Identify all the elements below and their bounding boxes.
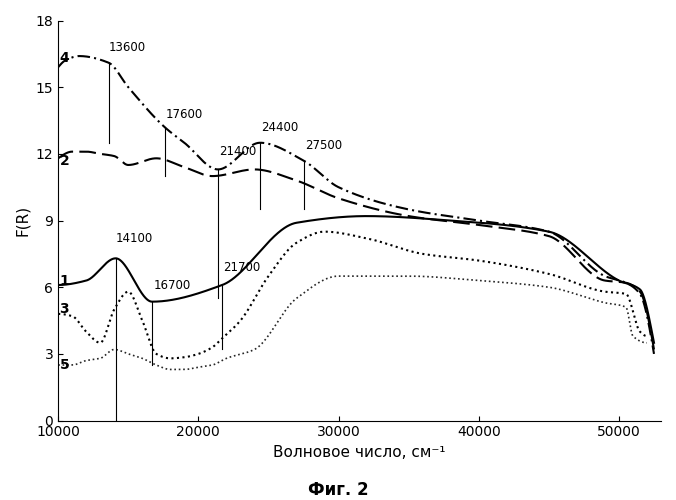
- Y-axis label: F(R): F(R): [15, 205, 30, 236]
- Text: 21400: 21400: [220, 146, 257, 158]
- Text: 1: 1: [59, 274, 70, 287]
- Text: 4: 4: [59, 52, 70, 66]
- Text: 27500: 27500: [305, 138, 342, 151]
- Text: 24400: 24400: [262, 121, 299, 134]
- Text: 17600: 17600: [166, 108, 203, 120]
- Text: 14100: 14100: [116, 232, 153, 245]
- Text: 3: 3: [59, 302, 69, 316]
- Text: 13600: 13600: [109, 41, 146, 54]
- Text: 2: 2: [59, 154, 70, 168]
- Text: 21700: 21700: [224, 261, 261, 274]
- Text: 5: 5: [59, 358, 70, 372]
- Text: 16700: 16700: [153, 278, 191, 291]
- X-axis label: Волновое число, см⁻¹: Волновое число, см⁻¹: [273, 445, 446, 460]
- Text: Фиг. 2: Фиг. 2: [308, 481, 368, 499]
